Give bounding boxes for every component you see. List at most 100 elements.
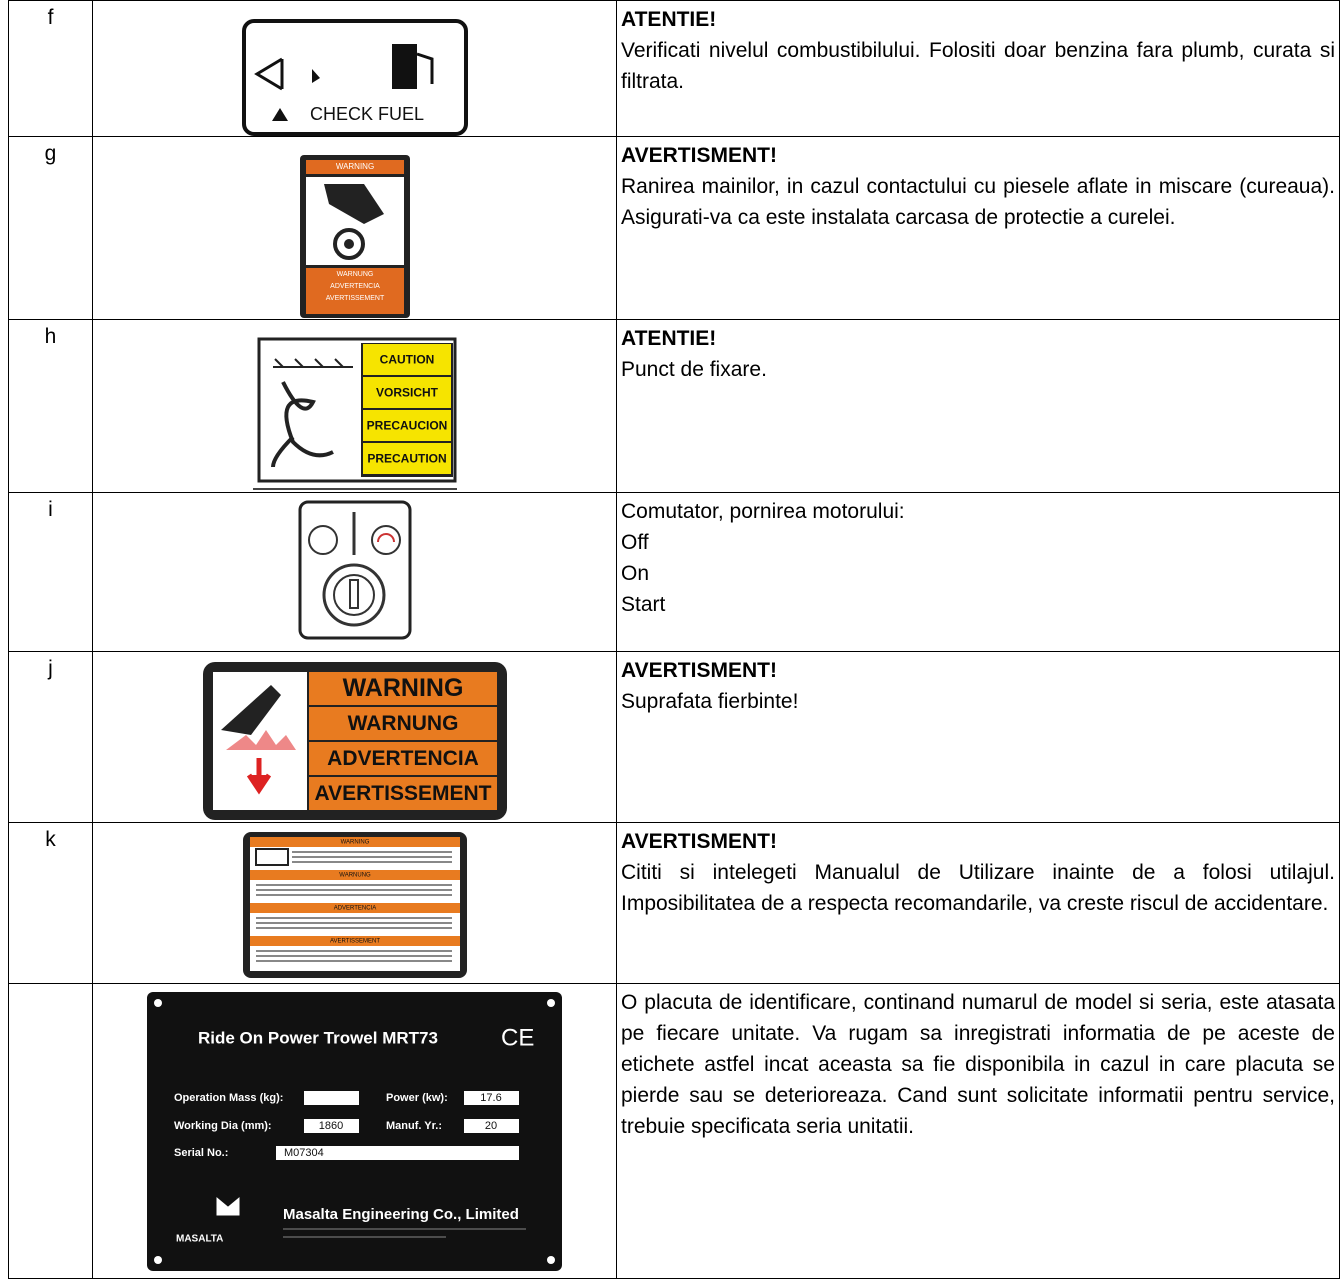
label-text: ADVERTENCIA	[327, 747, 479, 770]
label-text: Serial No.:	[174, 1147, 228, 1159]
label-cell: CHECK FUEL	[92, 0, 617, 137]
label-shape	[362, 377, 451, 408]
row-text: Verificati nivelul combustibilului. Folo…	[621, 39, 1335, 93]
label-shape	[362, 443, 451, 474]
label-text: AVERTISSEMENT	[329, 939, 379, 945]
row-letter: h	[44, 325, 57, 348]
label-shape	[304, 1091, 359, 1105]
label-shape	[322, 563, 385, 627]
label-shape	[416, 52, 433, 84]
label-shape	[246, 758, 271, 795]
label-shape	[249, 870, 460, 880]
label-shape	[225, 730, 296, 750]
label-image	[93, 500, 616, 640]
label-graphic: CAUTION VORSICHT PRECAUCION PRECAUTION	[252, 337, 457, 490]
label-shape	[376, 533, 395, 543]
row-letter: f	[47, 6, 54, 29]
label-shape	[547, 1256, 555, 1264]
label-shape	[308, 672, 497, 705]
table-row: Ride On Power Trowel MRT73 CE Operation M…	[8, 983, 1340, 1279]
label-shape	[304, 1119, 359, 1133]
label-text: AVERTISSEMENT	[325, 295, 384, 302]
label-text: Operation Mass (kg):	[174, 1092, 283, 1104]
letter-cell: i	[8, 492, 93, 652]
row-text: Cititi si intelegeti Manualul de Utiliza…	[621, 861, 1335, 915]
row-letter: i	[48, 498, 53, 521]
label-text: Masalta Engineering Co., Limited	[283, 1206, 519, 1223]
label-shape	[332, 574, 375, 616]
label-graphic: WARNING WARNUNG ADVERTENCIA AVERTISSEMENT	[202, 662, 507, 820]
row-title: AVERTISMENT!	[621, 659, 777, 682]
label-table: f CHECK FUEL ATENTIE! Verificati nivelul c…	[8, 0, 1340, 1279]
label-text: MASALTA	[176, 1234, 223, 1245]
row-text: Comutator, pornirea motorului:	[621, 500, 905, 523]
label-text: WARNING	[342, 674, 463, 702]
label-text: ADVERTENCIA	[333, 906, 376, 912]
label-shape	[249, 837, 460, 847]
label-cell	[92, 492, 617, 652]
label-shape	[276, 1146, 519, 1160]
label-shape	[391, 44, 417, 89]
text-cell: ATENTIE! Verificati nivelul combustibilul…	[616, 0, 1340, 137]
label-text: PRECAUTION	[367, 452, 446, 466]
label-shape	[154, 999, 162, 1007]
row-text: Off	[621, 531, 649, 554]
row-text: On	[621, 562, 650, 585]
row-letter: k	[45, 828, 56, 851]
table-row: k WARNING WARNUNG ADVERTENCIA AVERTISSEMENT…	[8, 822, 1340, 984]
label-shape	[249, 903, 460, 913]
row-text: Ranirea mainilor, in cazul contactului c…	[621, 175, 1335, 229]
row-text: Punct de fixare.	[621, 358, 767, 381]
label-shape	[362, 410, 451, 441]
label-image: CHECK FUEL	[93, 19, 616, 136]
label-text: 20	[485, 1120, 497, 1132]
label-text: WARNING	[340, 840, 369, 846]
label-graphic	[298, 500, 411, 640]
label-text: CHECK FUEL	[309, 104, 423, 124]
row-text: O placuta de identificare, continand num…	[621, 991, 1335, 1138]
row-text: Suprafata fierbinte!	[621, 690, 799, 713]
label-shape	[271, 108, 288, 121]
label-shape	[220, 685, 281, 735]
table-row: g WARNING WARNUNG ADVERTENCIA AVERTISSEMEN…	[8, 136, 1340, 320]
text-cell: AVERTISMENT! Suprafata fierbinte!	[616, 651, 1340, 823]
label-cell: Ride On Power Trowel MRT73 CE Operation M…	[92, 983, 617, 1279]
label-image: WARNING WARNUNG ADVERTENCIA AVERTISSEMENT	[93, 154, 616, 319]
label-text: M07304	[284, 1147, 324, 1159]
label-text: Working Dia (mm):	[174, 1120, 272, 1132]
label-shape	[253, 57, 283, 91]
label-shape	[270, 381, 334, 468]
letter-cell: g	[8, 136, 93, 320]
table-row: f CHECK FUEL ATENTIE! Verificati nivelul c…	[8, 0, 1340, 137]
label-shape	[154, 1256, 162, 1264]
row-title: ATENTIE!	[621, 8, 717, 31]
table-row: j WARNING WARNUNG ADVERTENCIA AVERTISSEMENT…	[8, 651, 1340, 823]
label-text: PRECAUCION	[366, 419, 447, 433]
letter-cell	[8, 983, 93, 1279]
row-letter: g	[44, 142, 57, 165]
label-image: WARNING WARNUNG ADVERTENCIA AVERTISSEMENT	[93, 831, 616, 979]
label-text: WARNUNG	[339, 873, 371, 879]
label-graphic: WARNING WARNUNG ADVERTENCIA AVERTISSEMENT	[299, 155, 410, 318]
row-title: ATENTIE!	[621, 327, 717, 350]
label-image: Ride On Power Trowel MRT73 CE Operation M…	[93, 991, 616, 1272]
row-title: AVERTISMENT!	[621, 830, 777, 853]
label-graphic: Ride On Power Trowel MRT73 CE Operation M…	[147, 992, 562, 1271]
label-shape	[464, 1091, 519, 1105]
text-cell: AVERTISMENT! Cititi si intelegeti Manualu…	[616, 822, 1340, 984]
text-cell: Comutator, pornirea motorului: Off On Start	[616, 492, 1340, 652]
label-shape	[307, 525, 338, 555]
label-shape	[348, 579, 359, 609]
row-text: Start	[621, 593, 666, 616]
label-shape	[272, 358, 353, 368]
row-title: AVERTISMENT!	[621, 144, 777, 167]
label-shape	[370, 525, 401, 555]
label-text: Ride On Power Trowel MRT73	[198, 1028, 438, 1047]
label-text: WARNUNG	[347, 712, 458, 735]
letter-cell: j	[8, 651, 93, 823]
label-cell: WARNING WARNUNG ADVERTENCIA AVERTISSEMENT	[92, 136, 617, 320]
label-text: 17.6	[480, 1092, 501, 1104]
label-text: CAUTION	[379, 353, 434, 367]
table-row: h CAUTION VORSICHT PRECAUCION PRECAUTION AT…	[8, 319, 1340, 493]
